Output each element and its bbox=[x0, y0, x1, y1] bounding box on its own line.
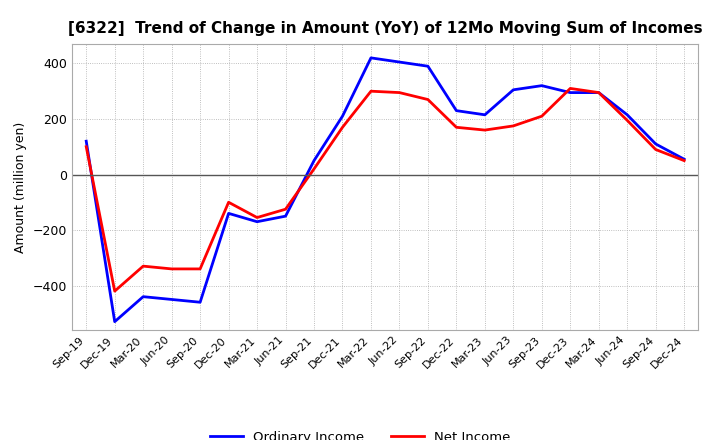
Ordinary Income bbox=[480, 112, 489, 117]
Net Income bbox=[366, 88, 375, 94]
Ordinary Income bbox=[537, 83, 546, 88]
Ordinary Income bbox=[423, 63, 432, 69]
Net Income bbox=[452, 125, 461, 130]
Ordinary Income bbox=[509, 87, 518, 92]
Ordinary Income bbox=[282, 213, 290, 219]
Ordinary Income bbox=[366, 55, 375, 61]
Legend: Ordinary Income, Net Income: Ordinary Income, Net Income bbox=[204, 425, 516, 440]
Ordinary Income bbox=[110, 319, 119, 324]
Net Income bbox=[225, 200, 233, 205]
Y-axis label: Amount (million yen): Amount (million yen) bbox=[14, 121, 27, 253]
Ordinary Income bbox=[680, 157, 688, 162]
Ordinary Income bbox=[139, 294, 148, 299]
Ordinary Income bbox=[310, 158, 318, 163]
Net Income bbox=[423, 97, 432, 102]
Ordinary Income bbox=[253, 219, 261, 224]
Net Income bbox=[282, 206, 290, 212]
Ordinary Income bbox=[595, 90, 603, 95]
Net Income bbox=[623, 118, 631, 123]
Ordinary Income bbox=[452, 108, 461, 113]
Title: [6322]  Trend of Change in Amount (YoY) of 12Mo Moving Sum of Incomes: [6322] Trend of Change in Amount (YoY) o… bbox=[68, 21, 703, 36]
Net Income bbox=[310, 166, 318, 172]
Net Income bbox=[509, 123, 518, 128]
Net Income bbox=[253, 215, 261, 220]
Ordinary Income bbox=[167, 297, 176, 302]
Net Income bbox=[139, 264, 148, 269]
Net Income bbox=[595, 90, 603, 95]
Ordinary Income bbox=[338, 114, 347, 119]
Ordinary Income bbox=[196, 300, 204, 305]
Ordinary Income bbox=[395, 59, 404, 65]
Net Income bbox=[338, 125, 347, 130]
Ordinary Income bbox=[566, 90, 575, 95]
Net Income bbox=[110, 289, 119, 294]
Net Income bbox=[395, 90, 404, 95]
Net Income bbox=[480, 128, 489, 133]
Net Income bbox=[196, 266, 204, 271]
Net Income bbox=[566, 86, 575, 91]
Net Income bbox=[537, 114, 546, 119]
Ordinary Income bbox=[225, 211, 233, 216]
Ordinary Income bbox=[623, 112, 631, 117]
Net Income bbox=[82, 144, 91, 149]
Line: Ordinary Income: Ordinary Income bbox=[86, 58, 684, 322]
Ordinary Income bbox=[82, 139, 91, 144]
Net Income bbox=[652, 147, 660, 152]
Ordinary Income bbox=[652, 141, 660, 147]
Net Income bbox=[680, 158, 688, 163]
Net Income bbox=[167, 266, 176, 271]
Line: Net Income: Net Income bbox=[86, 88, 684, 291]
